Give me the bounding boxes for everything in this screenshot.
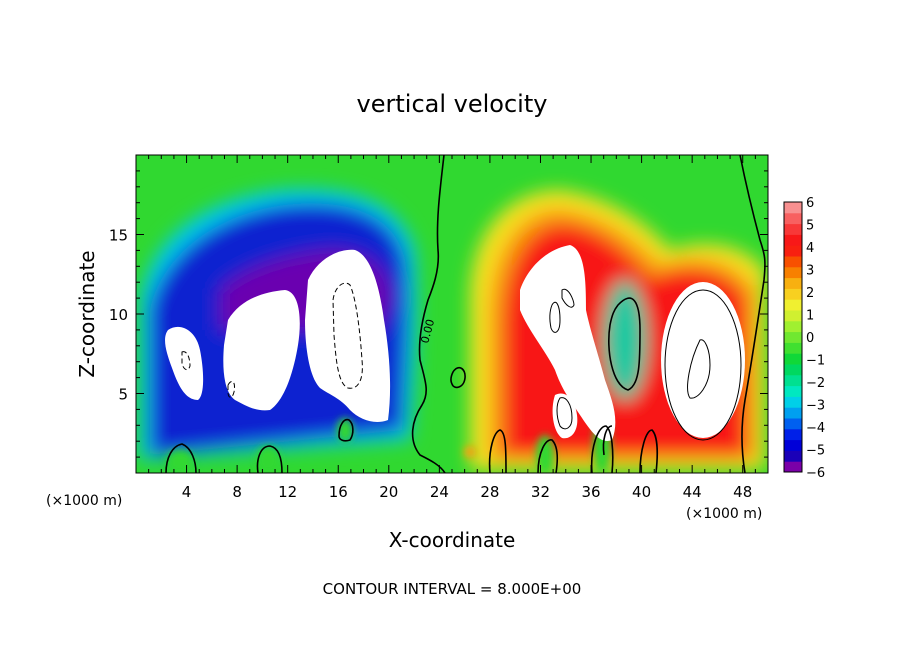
colorbar-swatch xyxy=(784,439,802,451)
zero-contour-bottom-5 xyxy=(537,439,558,473)
x-tick-label: 20 xyxy=(379,483,398,501)
bottom-blob-2 xyxy=(256,446,280,473)
x-tick-label: 24 xyxy=(430,483,449,501)
y-tick-label: 5 xyxy=(118,386,128,404)
colorbar-swatch xyxy=(784,331,802,343)
x-unit-right: (×1000 m) xyxy=(686,506,762,522)
colorbar-swatch xyxy=(784,353,802,365)
colorbar-swatch xyxy=(784,396,802,408)
colorbar-tick-label: 3 xyxy=(806,264,814,279)
negative-contour-mid xyxy=(227,381,235,398)
zero-contour-bottom-3 xyxy=(338,418,354,442)
x-axis-label: X-coordinate xyxy=(389,528,516,552)
x-tick-label: 4 xyxy=(182,483,192,501)
x-tick-label: 40 xyxy=(632,483,651,501)
contour-lines-thin xyxy=(549,288,742,441)
colorbar-tick-label: 0 xyxy=(806,331,814,346)
zero-contour-main xyxy=(411,155,446,473)
x-axis: 4 8 12 16 20 24 28 32 36 40 44 48 xyxy=(148,155,756,501)
zero-contour-right xyxy=(739,155,766,473)
colorbar-tick-label: 2 xyxy=(806,286,814,301)
zero-contour-bottom-7 xyxy=(639,429,658,473)
colorbar-tick-label: −5 xyxy=(806,444,825,459)
x-tick-label: 36 xyxy=(581,483,600,501)
colorbar-tick-label: 4 xyxy=(806,241,814,256)
x-tick-label: 12 xyxy=(278,483,297,501)
positive-contour-low xyxy=(556,397,573,430)
y-axis-label: Z-coordinate xyxy=(75,250,99,377)
negative-contour-tall xyxy=(332,282,363,389)
negative-contours xyxy=(181,282,363,398)
zero-contour-gap xyxy=(608,297,641,391)
colorbar-swatch xyxy=(784,223,802,235)
colorbar-swatch xyxy=(784,374,802,387)
colorbar-swatch xyxy=(784,299,802,311)
x-tick-label: 48 xyxy=(733,483,752,501)
positive-contour-inner xyxy=(687,339,711,399)
x-tick-label: 28 xyxy=(480,483,499,501)
heatmap-field: 0.00 xyxy=(136,155,768,473)
colorbar-swatch xyxy=(784,320,802,333)
core-left-mid xyxy=(223,290,300,411)
colorbar-swatch xyxy=(784,234,802,246)
x-tick-label: 32 xyxy=(531,483,550,501)
colorbar-swatch xyxy=(784,245,802,257)
colorbar-swatch xyxy=(784,428,802,441)
colorbar-swatch xyxy=(784,212,802,225)
bottom-blob-6 xyxy=(464,446,476,458)
colorbar-swatch xyxy=(784,266,802,279)
chart-title: vertical velocity xyxy=(357,90,548,118)
colorbar-tick-label: 6 xyxy=(806,196,814,211)
colorbar-swatch xyxy=(784,407,802,419)
core-left-tall xyxy=(305,249,391,422)
colorbar-swatch xyxy=(784,342,802,354)
colorbar-swatch xyxy=(784,256,802,268)
colorbar-swatch xyxy=(784,310,802,322)
positive-contour-tall-2 xyxy=(561,288,575,308)
bottom-blob-4 xyxy=(536,435,554,473)
colorbar-swatch xyxy=(784,450,802,462)
colorbar-tick-label: 5 xyxy=(806,219,814,234)
positive-contour-outer xyxy=(664,289,742,441)
zero-contour-mid-1 xyxy=(602,425,613,456)
colorbar-tick-label: −6 xyxy=(806,466,825,481)
core-right-tall xyxy=(520,245,616,441)
colorbar-tick-label: 1 xyxy=(806,309,814,324)
x-tick-label: 16 xyxy=(329,483,348,501)
colorbar-swatch xyxy=(784,461,802,473)
positive-contour-tall-1 xyxy=(549,301,561,333)
saturated-cores xyxy=(165,245,745,441)
core-left-small xyxy=(165,326,204,400)
y-tick-label: 10 xyxy=(109,306,128,324)
core-right-cell xyxy=(661,282,745,438)
colorbar-tick-label: −1 xyxy=(806,354,825,369)
zero-contour-bottom-4 xyxy=(488,429,507,473)
zero-contour-bottom-1 xyxy=(165,443,197,473)
colorbar-tick-label: −3 xyxy=(806,399,825,414)
colorbar-frame xyxy=(783,201,803,473)
zero-contour-bottom-6 xyxy=(590,425,614,473)
zero-contour-small xyxy=(450,366,466,389)
colorbar-tick-label: −4 xyxy=(806,421,825,436)
colorbar-tick-label: −2 xyxy=(806,376,825,391)
colorbar: 6 5 4 3 2 1 0 −1 −2 −3 −4 −5 −6 xyxy=(783,196,825,481)
colorbar-swatch xyxy=(784,277,802,289)
colorbar-swatch xyxy=(784,385,802,397)
contour-lines xyxy=(165,155,766,473)
y-axis: 5 10 15 xyxy=(109,170,768,458)
y-tick-label: 15 xyxy=(109,227,128,245)
negative-contour-small xyxy=(181,351,191,371)
contour-zero-label: 0.00 xyxy=(418,318,437,345)
colorbar-swatch xyxy=(784,288,802,300)
contour-interval-note: CONTOUR INTERVAL = 8.000E+00 xyxy=(323,580,582,598)
core-right-low xyxy=(552,393,578,439)
x-tick-label: 44 xyxy=(683,483,702,501)
colorbar-swatch xyxy=(784,364,802,376)
zero-contour-bottom-2 xyxy=(256,445,283,473)
x-tick-label: 8 xyxy=(232,483,242,501)
x-unit-left: (×1000 m) xyxy=(46,493,122,509)
colorbar-swatch xyxy=(784,418,802,430)
colorbar-swatch xyxy=(784,202,802,214)
